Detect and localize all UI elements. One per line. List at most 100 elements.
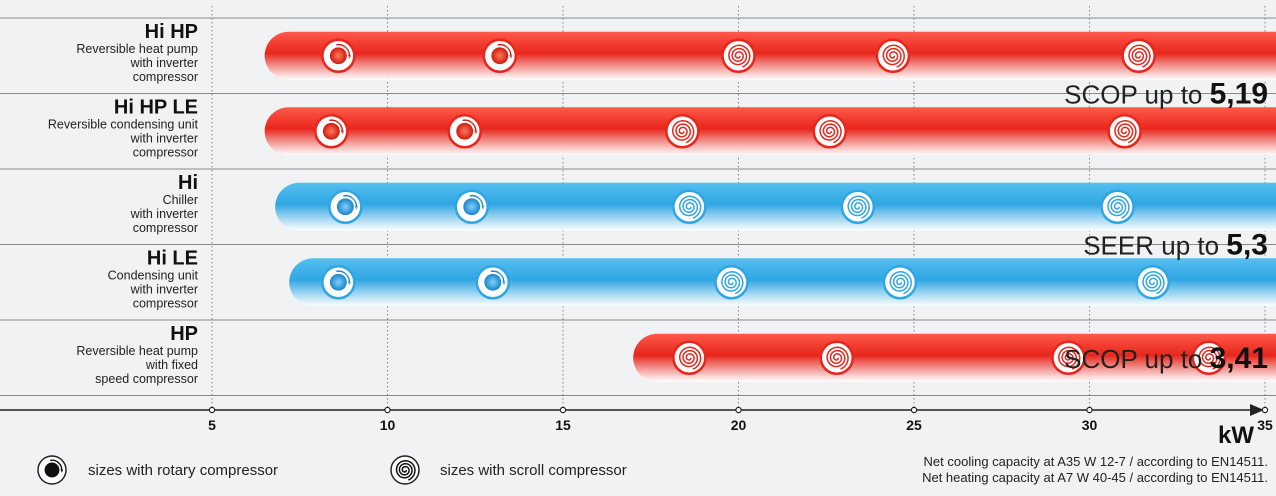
scroll-compressor-icon bbox=[721, 271, 744, 295]
row-subtitle: Chiller bbox=[163, 193, 198, 207]
row-subtitle: compressor bbox=[133, 221, 198, 235]
size-marker bbox=[721, 38, 756, 73]
rotary-arrowhead bbox=[354, 206, 359, 210]
rotary-arrowhead bbox=[347, 55, 352, 59]
rotary-compressor-icon bbox=[44, 462, 60, 478]
range-bar bbox=[264, 31, 1276, 80]
range-bar bbox=[275, 182, 1276, 231]
size-marker bbox=[1121, 38, 1156, 73]
rotary-arrowhead bbox=[509, 55, 513, 59]
size-marker bbox=[314, 114, 349, 149]
range-bar bbox=[264, 107, 1276, 156]
rotary-arrowhead bbox=[60, 469, 64, 473]
scroll-compressor-icon bbox=[1107, 195, 1130, 219]
size-marker bbox=[1135, 265, 1170, 300]
rotary-arrowhead bbox=[481, 206, 485, 210]
metric-prefix: SCOP up to bbox=[1064, 344, 1210, 374]
range-bar bbox=[633, 333, 1276, 382]
rotary-arrowhead bbox=[347, 281, 352, 286]
metric-value: 3,41 bbox=[1210, 342, 1268, 375]
row-subtitle: with inverter bbox=[130, 56, 198, 70]
rotary-compressor-icon bbox=[329, 47, 347, 65]
size-marker bbox=[1107, 114, 1142, 149]
scroll-compressor-icon bbox=[847, 195, 870, 219]
size-marker bbox=[482, 38, 518, 73]
metric-value: 5,19 bbox=[1210, 78, 1268, 111]
scroll-compressor-icon bbox=[728, 44, 751, 68]
legend-item-scroll: sizes with scroll compressor bbox=[390, 455, 627, 485]
size-marker bbox=[454, 189, 489, 224]
x-axis-unit: kW bbox=[1218, 422, 1254, 449]
metric-label: SCOP up to 3,41 bbox=[1064, 342, 1268, 375]
size-marker bbox=[672, 340, 707, 375]
rotary-arrowhead bbox=[502, 281, 506, 286]
scroll-compressor-icon bbox=[1114, 120, 1137, 144]
size-marker bbox=[1191, 340, 1227, 375]
row-subtitle: speed compressor bbox=[95, 372, 198, 386]
size-marker bbox=[840, 189, 876, 224]
row-subtitle: compressor bbox=[133, 146, 198, 160]
x-tick-mark bbox=[384, 406, 391, 414]
metric-label: SEER up to 5,3 bbox=[1083, 229, 1268, 262]
scroll-compressor-icon bbox=[889, 271, 913, 295]
footnote: Net cooling capacity at A35 W 12-7 / acc… bbox=[924, 454, 1268, 469]
size-marker bbox=[672, 189, 707, 224]
rotary-compressor-icon bbox=[456, 122, 474, 140]
scroll-compressor-icon bbox=[819, 120, 842, 144]
rotary-compressor-icon bbox=[336, 198, 354, 216]
size-marker bbox=[882, 265, 918, 300]
range-bar-group bbox=[275, 182, 1276, 231]
x-tick-mark bbox=[1086, 406, 1093, 414]
rotary-arrowhead bbox=[474, 130, 478, 135]
scroll-compressor-icon bbox=[1198, 346, 1221, 370]
size-marker bbox=[714, 265, 749, 300]
row-subtitle: with fixed bbox=[145, 358, 198, 372]
legend-label: sizes with scroll compressor bbox=[440, 462, 627, 479]
size-marker bbox=[1051, 340, 1086, 375]
scroll-compressor-icon bbox=[395, 459, 416, 481]
scroll-compressor-icon bbox=[1058, 346, 1081, 370]
scroll-compressor-icon bbox=[671, 120, 695, 144]
metric-value: 5,3 bbox=[1226, 229, 1268, 262]
row-subtitle: compressor bbox=[133, 70, 198, 84]
legend-item-rotary: sizes with rotary compressor bbox=[37, 455, 278, 485]
rotary-compressor-icon bbox=[322, 122, 340, 140]
row-subtitle: Condensing unit bbox=[108, 269, 199, 283]
x-tick-mark bbox=[208, 406, 216, 414]
row-subtitle: with inverter bbox=[130, 132, 198, 146]
range-bar bbox=[289, 258, 1276, 307]
x-tick-label: 15 bbox=[555, 417, 571, 433]
x-axis-arrow-icon bbox=[1250, 404, 1264, 416]
scroll-compressor-icon bbox=[1142, 271, 1165, 295]
rotary-arrowhead bbox=[340, 130, 344, 135]
scroll-compressor-icon bbox=[678, 195, 702, 219]
row-title: HP bbox=[170, 323, 198, 345]
size-marker bbox=[475, 265, 511, 300]
x-tick-mark bbox=[735, 406, 742, 414]
size-marker bbox=[328, 189, 363, 224]
size-marker bbox=[1100, 189, 1135, 224]
row-subtitle: compressor bbox=[133, 297, 198, 311]
range-bar-group bbox=[264, 107, 1276, 156]
size-marker bbox=[875, 38, 911, 73]
range-bar-group bbox=[633, 333, 1276, 382]
size-marker bbox=[665, 114, 700, 149]
x-tick-label: 5 bbox=[208, 417, 216, 433]
x-tick-mark bbox=[910, 406, 918, 414]
scroll-compressor-icon bbox=[826, 346, 849, 370]
size-marker bbox=[819, 340, 855, 375]
x-tick-label: 10 bbox=[380, 417, 396, 433]
row-title: Hi HP bbox=[145, 21, 198, 43]
row-title: Hi LE bbox=[147, 248, 198, 270]
x-tick-label: 25 bbox=[906, 417, 922, 433]
row-title: Hi HP LE bbox=[114, 97, 198, 119]
legend-label: sizes with rotary compressor bbox=[88, 462, 278, 479]
row-subtitle: Reversible heat pump bbox=[76, 344, 198, 358]
row-subtitle: with inverter bbox=[130, 207, 198, 221]
row-subtitle: Reversible condensing unit bbox=[48, 118, 199, 132]
footnote: Net heating capacity at A7 W 40-45 / acc… bbox=[922, 470, 1268, 485]
x-tick-label: 20 bbox=[731, 417, 747, 433]
rotary-compressor-icon bbox=[463, 198, 481, 216]
